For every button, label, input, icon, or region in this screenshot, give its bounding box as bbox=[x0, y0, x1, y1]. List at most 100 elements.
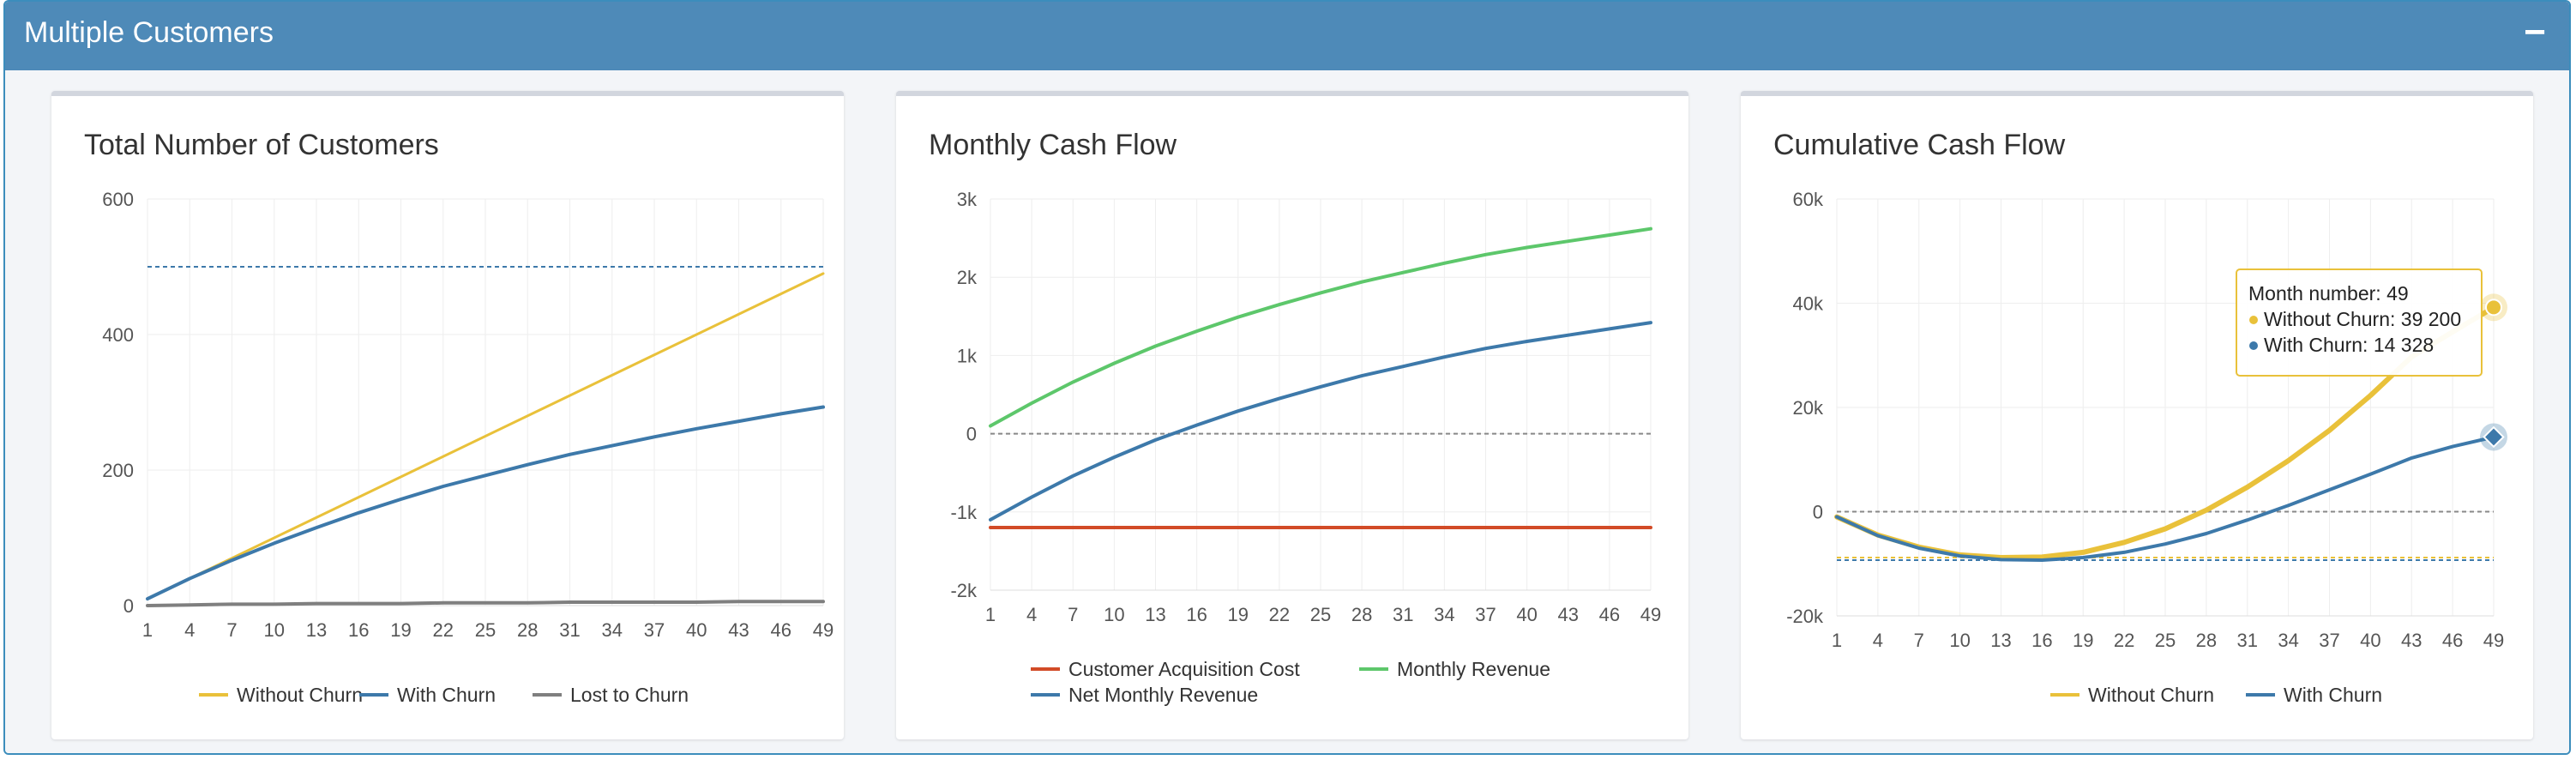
x-tick-label: 37 bbox=[2319, 630, 2339, 651]
x-tick-label: 40 bbox=[2360, 630, 2380, 651]
x-tick-label: 22 bbox=[2114, 630, 2134, 651]
x-tick-label: 10 bbox=[264, 619, 285, 641]
x-tick-label: 19 bbox=[2073, 630, 2093, 651]
monthly-revenue-series-line bbox=[989, 226, 1652, 428]
without-churn-series-line bbox=[146, 272, 825, 600]
x-tick-label: 1 bbox=[142, 619, 153, 641]
y-tick-label: 3k bbox=[957, 189, 978, 210]
x-tick-label: 43 bbox=[2401, 630, 2422, 651]
y-tick-label: 600 bbox=[102, 189, 134, 210]
tooltip-row: Without Churn: 39 200 bbox=[2264, 308, 2461, 330]
panel-body: Total Number of Customers 1 4 7 10 13 16 19 22 2… bbox=[5, 70, 2569, 753]
with-churn-hover-point bbox=[2483, 425, 2505, 449]
y-tick-label: 0 bbox=[966, 424, 977, 445]
tooltip-header: Month number: 49 bbox=[2248, 282, 2409, 305]
x-tick-label: 4 bbox=[1873, 630, 1883, 651]
x-tick-label: 46 bbox=[771, 619, 791, 641]
x-tick-label: 34 bbox=[602, 619, 623, 641]
tooltip-series-dot bbox=[2249, 316, 2258, 324]
x-tick-label: 19 bbox=[1228, 604, 1249, 625]
y-tick-label: 2k bbox=[957, 267, 978, 288]
x-tick-label: 7 bbox=[1068, 604, 1078, 625]
collapse-button[interactable]: − bbox=[2524, 11, 2546, 53]
x-tick-label: 4 bbox=[1026, 604, 1037, 625]
x-tick-label: 19 bbox=[390, 619, 411, 641]
legend-label: With Churn bbox=[2284, 684, 2382, 706]
x-tick-label: 16 bbox=[1186, 604, 1207, 625]
x-tick-label: 22 bbox=[433, 619, 454, 641]
y-tick-label: -20k bbox=[1786, 606, 1824, 627]
x-tick-label: 7 bbox=[226, 619, 237, 641]
x-tick-label: 40 bbox=[686, 619, 707, 641]
x-tick-label: 31 bbox=[2237, 630, 2258, 651]
y-tick-label: -1k bbox=[950, 502, 978, 523]
y-tick-label: -2k bbox=[950, 580, 978, 601]
x-tick-label: 37 bbox=[644, 619, 665, 641]
x-tick-label: 7 bbox=[1914, 630, 1924, 651]
legend-label: Without Churn bbox=[2088, 684, 2214, 706]
without-churn-hover-point bbox=[2485, 299, 2502, 317]
chart-title: Monthly Cash Flow bbox=[929, 129, 1177, 161]
x-tick-label: 37 bbox=[1475, 604, 1496, 625]
y-tick-label: 20k bbox=[1793, 397, 1824, 419]
total-customers-chart: 1 4 7 10 13 16 19 22 25 28 31 34 37 40 43 46 49 0 200 400 60… bbox=[102, 189, 834, 706]
tooltip-box bbox=[2236, 268, 2483, 377]
x-tick-label: 13 bbox=[1990, 630, 2011, 651]
x-tick-label: 49 bbox=[2483, 630, 2504, 651]
net-monthly-revenue-series-line bbox=[989, 321, 1652, 522]
cumulative-cash-flow-card: Cumulative Cash Flow 1 4 7 10 13 16 19 22 25 28 31… bbox=[1741, 91, 2533, 739]
x-tick-label: 13 bbox=[306, 619, 327, 641]
x-tick-label: 10 bbox=[1949, 630, 1970, 651]
y-tick-label: 60k bbox=[1793, 189, 1824, 210]
x-tick-label: 4 bbox=[184, 619, 195, 641]
x-tick-label: 40 bbox=[1516, 604, 1537, 625]
x-tick-label: 28 bbox=[517, 619, 538, 641]
multiple-customers-panel: Multiple Customers − Total Number of Cus… bbox=[3, 0, 2571, 755]
with-churn-series-line bbox=[1835, 435, 2495, 562]
x-tick-label: 10 bbox=[1104, 604, 1124, 625]
x-tick-label: 25 bbox=[475, 619, 496, 641]
panel-header: Multiple Customers − bbox=[5, 2, 2569, 70]
x-tick-label: 1 bbox=[1832, 630, 1842, 651]
y-tick-label: 400 bbox=[102, 324, 134, 346]
chart-title: Total Number of Customers bbox=[84, 129, 439, 161]
y-tick-label: 0 bbox=[123, 595, 134, 617]
x-tick-label: 43 bbox=[728, 619, 749, 641]
monthly-cash-flow-chart: 1 4 7 10 13 16 19 22 25 28 31 34 37 40 43 46 49 -2k -1k 0 1k… bbox=[950, 189, 1661, 706]
x-tick-label: 31 bbox=[1393, 604, 1413, 625]
tooltip-row: With Churn: 14 328 bbox=[2264, 334, 2434, 356]
x-tick-label: 43 bbox=[1558, 604, 1579, 625]
x-tick-label: 31 bbox=[559, 619, 580, 641]
x-tick-label: 46 bbox=[2442, 630, 2463, 651]
cumulative-cash-flow-chart: 1 4 7 10 13 16 19 22 25 28 31 34 37 40 43 46 49 -20k 0 20k 4… bbox=[1786, 189, 2507, 706]
customers-chart-card: Total Number of Customers 1 4 7 10 13 16 19 22 2… bbox=[51, 91, 844, 739]
x-tick-label: 25 bbox=[2155, 630, 2176, 651]
lost-to-churn-series-line bbox=[146, 600, 825, 607]
legend-label: Customer Acquisition Cost bbox=[1068, 658, 1300, 680]
monthly-cash-flow-card: Monthly Cash Flow 1 4 7 10 13 16 19 22 25 28 31 34 3… bbox=[896, 91, 1688, 739]
x-tick-label: 13 bbox=[1145, 604, 1165, 625]
x-tick-label: 25 bbox=[1310, 604, 1331, 625]
x-tick-label: 34 bbox=[2278, 630, 2298, 651]
y-tick-label: 200 bbox=[102, 460, 134, 481]
legend-label: Net Monthly Revenue bbox=[1068, 684, 1258, 706]
x-tick-label: 28 bbox=[2196, 630, 2217, 651]
x-tick-label: 22 bbox=[1269, 604, 1290, 625]
x-tick-label: 49 bbox=[1640, 604, 1661, 625]
legend-label: With Churn bbox=[397, 684, 496, 706]
x-tick-label: 34 bbox=[1434, 604, 1454, 625]
x-tick-label: 46 bbox=[1599, 604, 1620, 625]
x-tick-label: 49 bbox=[813, 619, 834, 641]
chart-title: Cumulative Cash Flow bbox=[1773, 129, 2066, 161]
y-tick-label: 40k bbox=[1793, 293, 1824, 315]
legend-label: Without Churn bbox=[237, 684, 363, 706]
x-tick-label: 1 bbox=[985, 604, 996, 625]
panel-title: Multiple Customers bbox=[24, 16, 274, 49]
y-tick-label: 0 bbox=[1813, 502, 1823, 523]
legend-label: Lost to Churn bbox=[570, 684, 689, 706]
x-tick-label: 16 bbox=[348, 619, 369, 641]
legend-label: Monthly Revenue bbox=[1397, 658, 1550, 680]
y-tick-label: 1k bbox=[957, 345, 978, 366]
x-tick-label: 16 bbox=[2031, 630, 2052, 651]
tooltip-series-dot bbox=[2249, 341, 2258, 350]
